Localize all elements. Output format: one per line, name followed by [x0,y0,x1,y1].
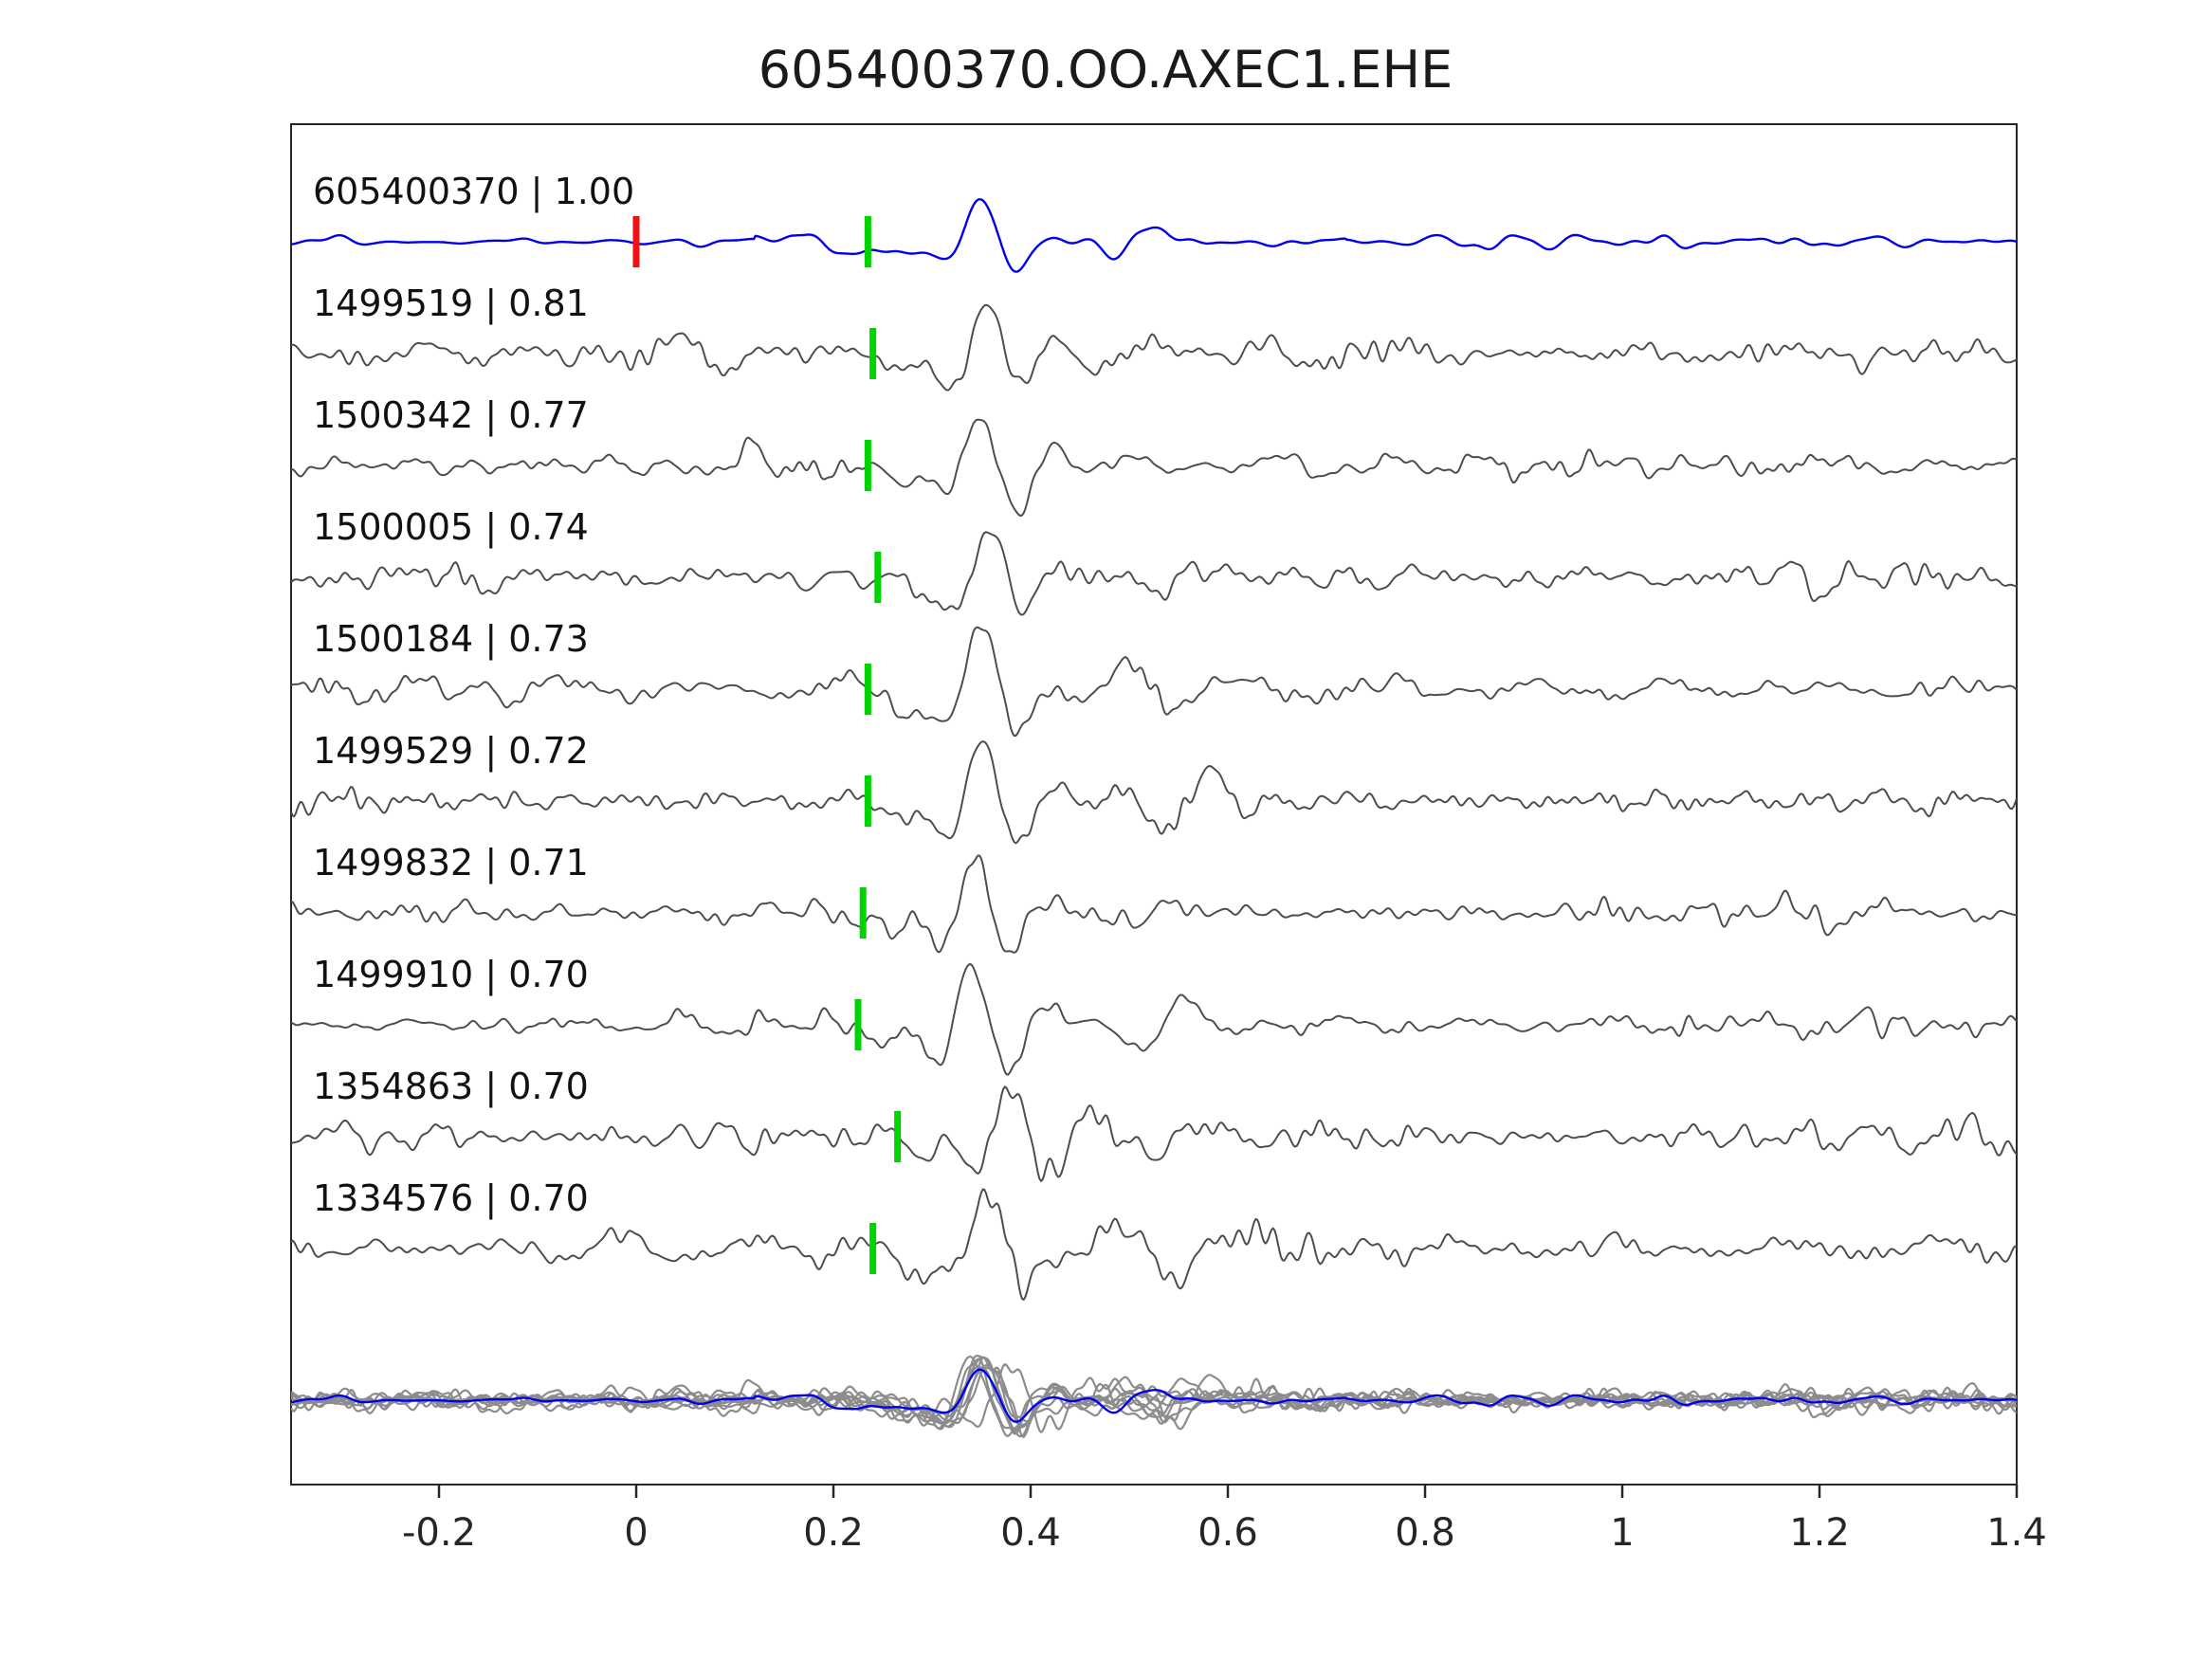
x-tick-label: 1 [1610,1511,1634,1555]
overlay-trace-1499529 [291,1356,2017,1432]
x-tick-label: 0 [624,1511,648,1555]
trace-label-1500005: 1500005 | 0.74 [313,506,589,549]
trace-label-1499519: 1499519 | 0.81 [313,283,589,325]
x-tick-label: 0.4 [1000,1511,1061,1555]
figure-title: 605400370.OO.AXEC1.EHE [759,40,1453,100]
x-tick-label: 1.2 [1789,1511,1850,1555]
traces-group [291,197,2017,1439]
trace-label-1500184: 1500184 | 0.73 [313,618,589,661]
overlay-trace-1334576 [291,1356,2017,1439]
trace-label-1500342: 1500342 | 0.77 [313,394,589,437]
waveform-trace-1354863 [291,1085,2017,1183]
trace-label-605400370: 605400370 | 1.00 [313,171,634,213]
overlay-trace-1499910 [291,1355,2017,1437]
waveform-trace-1499832 [291,854,2017,954]
overlay-trace-1354863 [291,1362,2017,1434]
trace-label-1499910: 1499910 | 0.70 [313,954,589,996]
x-tick-label: 0.6 [1197,1511,1258,1555]
trace-label-1334576: 1334576 | 0.70 [313,1177,589,1220]
x-tick-label: 0.2 [803,1511,864,1555]
waveform-trace-1500184 [291,626,2017,738]
waveform-trace-605400370 [291,197,2017,273]
overlay-trace-1500184 [291,1354,2017,1435]
x-tick-label: 0.8 [1395,1511,1455,1555]
x-tick-label: -0.2 [402,1511,476,1555]
overlay-trace-1499832 [291,1358,2017,1431]
x-tick-label: 1.4 [1986,1511,2047,1555]
waveform-trace-1499910 [291,962,2017,1076]
waveform-trace-1499529 [291,740,2017,845]
trace-label-1499529: 1499529 | 0.72 [313,730,589,773]
waveform-trace-1334576 [291,1188,2017,1302]
overlay-template-trace [291,1368,2017,1424]
plot-area: -0.2 0 0.2 0.4 0.6 0.8 1 1.2 1.4 605400370 | 1.00… [290,123,2047,1555]
trace-label-1499832: 1499832 | 0.71 [313,842,589,884]
trace-label-1354863: 1354863 | 0.70 [313,1066,589,1108]
waveform-trace-1500005 [291,531,2017,616]
waveform-trace-1500342 [291,418,2017,518]
plot-border [290,123,2018,1486]
waveform-trace-1499519 [291,303,2017,392]
